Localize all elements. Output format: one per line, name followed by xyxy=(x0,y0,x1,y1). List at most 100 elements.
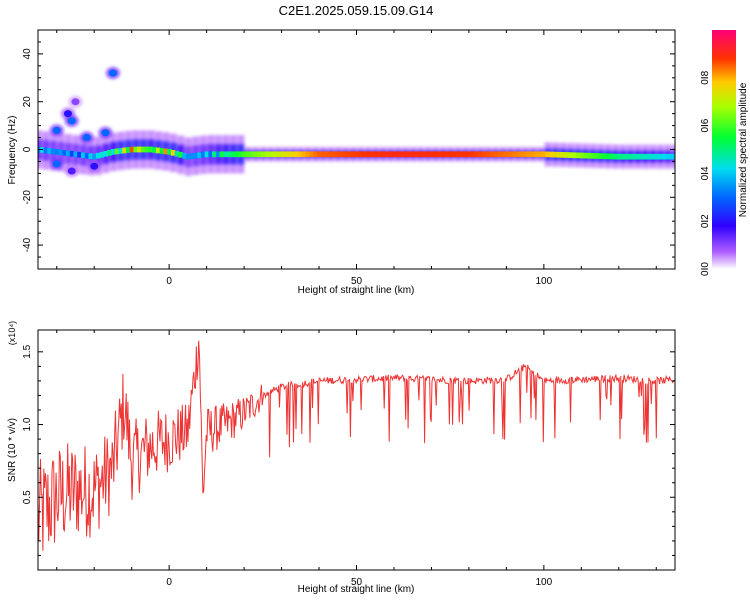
colorbar-tick-label: 0.6 xyxy=(700,118,711,132)
heatmap-ridge-cell xyxy=(590,152,596,159)
heatmap-ridge-cell xyxy=(556,151,562,158)
heatmap-ridge-cell xyxy=(369,151,374,158)
heatmap-ridge-cell xyxy=(526,151,532,158)
heatmap-xtick-label: 50 xyxy=(351,276,363,287)
heatmap-axes: 0 50 100 -40 -20 0 20 40 xyxy=(22,29,675,287)
snr-xtick-label: 100 xyxy=(536,577,553,588)
heatmap-ridge-cell xyxy=(586,152,592,159)
heatmap-ridge-cell xyxy=(320,151,326,158)
heatmap-ridge-cell xyxy=(92,153,97,160)
heatmap-ridge-cell xyxy=(343,151,348,158)
heatmap-ytick-label: -40 xyxy=(22,237,33,252)
heatmap-ridge-cell xyxy=(384,151,389,158)
heatmap-ridge-cell xyxy=(643,153,648,160)
heatmap-ridge-cell xyxy=(639,153,644,160)
heatmap-ridge-cell xyxy=(523,151,528,158)
heatmap-ridge-cell xyxy=(451,151,457,158)
snr-ytick-label: 1.0 xyxy=(22,417,33,431)
heatmap-ridge-cell xyxy=(275,151,281,158)
heatmap-ridge-cell xyxy=(646,153,652,160)
heatmap-ridge-cell xyxy=(50,148,56,155)
heatmap-ridge-cell xyxy=(444,151,449,158)
heatmap-ridge-cell xyxy=(418,151,423,158)
heatmap-ridge-cell xyxy=(204,151,210,158)
heatmap-blob xyxy=(101,129,110,137)
heatmap-ridge-cell xyxy=(317,151,322,158)
heatmap-ridge-cell xyxy=(242,151,247,158)
heatmap-ridge-cell xyxy=(159,148,165,154)
heatmap-ridge-cell xyxy=(579,152,584,159)
heatmap-ridge-cell xyxy=(309,151,315,158)
heatmap-ridge-cell xyxy=(635,153,641,160)
heatmap-ridge-cell xyxy=(478,151,483,158)
heatmap-ridge-cell xyxy=(88,153,93,160)
heatmap-ridge-cell xyxy=(95,152,101,159)
heatmap-xtick-label: 0 xyxy=(166,276,172,287)
heatmap-ridge-cell xyxy=(519,151,524,158)
heatmap-ridge-cell xyxy=(137,146,142,153)
heatmap-ridge-cell xyxy=(80,152,86,159)
heatmap-ridge-cell xyxy=(553,151,558,158)
heatmap-ridge-cell xyxy=(654,153,659,160)
heatmap-ridge-cell xyxy=(560,152,566,158)
heatmap-ridge-cell xyxy=(508,151,513,158)
heatmap-ridge-cell xyxy=(69,150,75,157)
heatmap-ridge-cell xyxy=(227,151,232,158)
heatmap-blob xyxy=(108,69,117,77)
snr-ytick-label: 0.5 xyxy=(22,490,33,504)
heatmap-ridge-cell xyxy=(313,151,318,158)
heatmap-ridge-cell xyxy=(305,151,311,158)
heatmap-ridge-cell xyxy=(598,153,603,159)
heatmap-ridge-cell xyxy=(624,153,629,160)
heatmap-ridge-cell xyxy=(144,146,150,153)
heatmap-blob xyxy=(67,117,76,125)
heatmap-panel: 0 50 100 -40 -20 0 20 40 Height of straight lin… xyxy=(7,29,676,296)
heatmap-blob xyxy=(63,110,72,118)
heatmap-ridge-cell xyxy=(661,153,667,160)
heatmap-ridge-cell xyxy=(84,152,90,159)
heatmap-ytick-label: 20 xyxy=(22,96,33,108)
heatmap-blob xyxy=(90,162,99,170)
heatmap-ridge-cell xyxy=(361,151,367,158)
heatmap-xtick-label: 100 xyxy=(536,276,553,287)
heatmap-ridge-cell xyxy=(500,151,506,158)
heatmap-ridge-cell xyxy=(73,151,78,158)
heatmap-ridge-cell xyxy=(287,151,292,158)
heatmap-ridge-cell xyxy=(406,151,412,158)
heatmap-ridge-cell xyxy=(264,151,270,158)
heatmap-ridge-cell xyxy=(549,151,554,158)
snr-xtick-label: 0 xyxy=(166,577,172,588)
heatmap-ridge-cell xyxy=(620,153,626,160)
heatmap-ridge-cell xyxy=(440,151,446,158)
snr-xtick-label: 50 xyxy=(351,577,363,588)
heatmap-ridge-cell xyxy=(324,151,330,158)
heatmap-ridge-cell xyxy=(609,153,614,160)
heatmap-ridge-cell xyxy=(290,151,296,158)
heatmap-ridge-cell xyxy=(605,153,611,160)
heatmap-ridge-cell xyxy=(219,151,225,158)
heatmap-ridge-cell xyxy=(170,149,176,156)
heatmap-ridge-cell xyxy=(496,151,502,158)
heatmap-ridge-cell xyxy=(515,151,521,158)
snr-multiplier: (x10⁴) xyxy=(7,321,17,345)
heatmap-ridge-cell xyxy=(272,151,277,158)
heatmap-ridge-cell xyxy=(238,151,243,158)
heatmap-ridge-cell xyxy=(388,151,393,158)
heatmap-ridge-cell xyxy=(249,151,255,158)
heatmap-ridge-cell xyxy=(631,153,637,160)
heatmap-ridge-cell xyxy=(425,151,431,158)
heatmap-ridge-cell xyxy=(429,151,434,158)
heatmap-ridge-cell xyxy=(380,151,386,158)
heatmap-ridge-cell xyxy=(283,151,288,158)
heatmap-ytick-label: -20 xyxy=(22,190,33,205)
snr-series-line xyxy=(38,340,675,551)
heatmap-ridge-cell xyxy=(410,151,416,158)
heatmap-ridge-cell xyxy=(376,151,382,158)
heatmap-ridge-cell xyxy=(504,151,509,158)
heatmap-ridge-cell xyxy=(215,151,221,158)
heatmap-ridge-cell xyxy=(594,153,599,159)
heatmap-ridge-cell xyxy=(208,151,213,158)
heatmap-ridge-cell xyxy=(200,151,206,158)
heatmap-ridge-cell xyxy=(47,148,52,154)
